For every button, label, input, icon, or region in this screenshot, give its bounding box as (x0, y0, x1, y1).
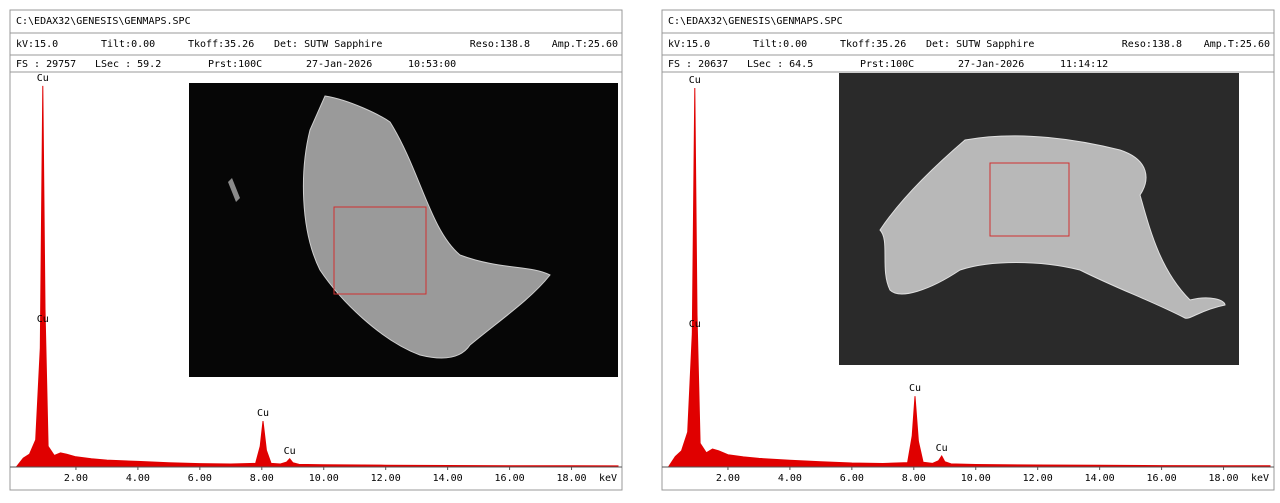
x-tick-label: 8.00 (250, 473, 274, 484)
peak-label: Cu (689, 319, 701, 330)
x-axis-label: keV (599, 473, 617, 484)
selection-box (333, 206, 427, 295)
peak-label: Cu (257, 408, 269, 419)
header-lsec: LSec : 64.5 (747, 59, 813, 70)
header-fs: FS : 20637 (668, 59, 728, 70)
header-det: Det: SUTW Sapphire (274, 39, 382, 50)
peak-label: Cu (37, 73, 49, 84)
header-tkoff: Tkoff:35.26 (840, 39, 906, 50)
x-tick-label: 4.00 (126, 473, 150, 484)
file-path: C:\EDAX32\GENESIS\GENMAPS.SPC (668, 16, 843, 27)
panel-frame (9, 9, 623, 491)
x-tick-label: 14.00 (433, 473, 463, 484)
file-path: C:\EDAX32\GENESIS\GENMAPS.SPC (16, 16, 191, 27)
header-prst: Prst:100C (208, 59, 262, 70)
x-tick-label: 10.00 (961, 473, 991, 484)
peak-label: Cu (936, 443, 948, 454)
spectrum (668, 87, 1271, 467)
particle (302, 95, 551, 359)
header-tilt: Tilt:0.00 (753, 39, 807, 50)
x-tick-label: 10.00 (309, 473, 339, 484)
peak-label: Cu (909, 383, 921, 394)
header-lsec: LSec : 59.2 (95, 59, 161, 70)
header-reso: Reso:138.8 (1122, 39, 1182, 50)
x-tick-label: 18.00 (556, 473, 586, 484)
header-date: 27-Jan-2026 (306, 59, 372, 70)
header-reso: Reso:138.8 (470, 39, 530, 50)
spectrum (16, 85, 619, 467)
micrograph-left (189, 83, 618, 377)
x-tick-label: 12.00 (371, 473, 401, 484)
x-tick-label: 8.00 (902, 473, 926, 484)
x-tick-label: 16.00 (495, 473, 525, 484)
peak-label: Cu (284, 446, 296, 457)
header-fs: FS : 29757 (16, 59, 76, 70)
selection-box (989, 162, 1070, 237)
header-time: 10:53:00 (408, 59, 456, 70)
header-kv: kV:15.0 (16, 39, 58, 50)
header-time: 11:14:12 (1060, 59, 1108, 70)
peak-label: Cu (37, 314, 49, 325)
x-tick-label: 2.00 (64, 473, 88, 484)
micrograph-right (839, 73, 1239, 365)
panel-frame (661, 9, 1275, 491)
x-tick-label: 6.00 (840, 473, 864, 484)
header-kv: kV:15.0 (668, 39, 710, 50)
header-prst: Prst:100C (860, 59, 914, 70)
plots: C:\EDAX32\GENESIS\GENMAPS.SPC kV:15.0 Tilt… (9, 9, 1275, 491)
x-tick-label: 14.00 (1085, 473, 1115, 484)
header-date: 27-Jan-2026 (958, 59, 1024, 70)
particle (879, 135, 1226, 319)
x-axis-label: keV (1251, 473, 1269, 484)
x-tick-label: 16.00 (1147, 473, 1177, 484)
peak-label: Cu (689, 75, 701, 86)
header-tilt: Tilt:0.00 (101, 39, 155, 50)
debris (228, 178, 240, 202)
header-det: Det: SUTW Sapphire (926, 39, 1034, 50)
x-tick-label: 6.00 (188, 473, 212, 484)
x-tick-label: 12.00 (1023, 473, 1053, 484)
header-amp: Amp.T:25.60 (1204, 39, 1270, 50)
header-tkoff: Tkoff:35.26 (188, 39, 254, 50)
x-tick-label: 18.00 (1208, 473, 1238, 484)
header-amp: Amp.T:25.60 (552, 39, 618, 50)
x-tick-label: 2.00 (716, 473, 740, 484)
x-tick-label: 4.00 (778, 473, 802, 484)
